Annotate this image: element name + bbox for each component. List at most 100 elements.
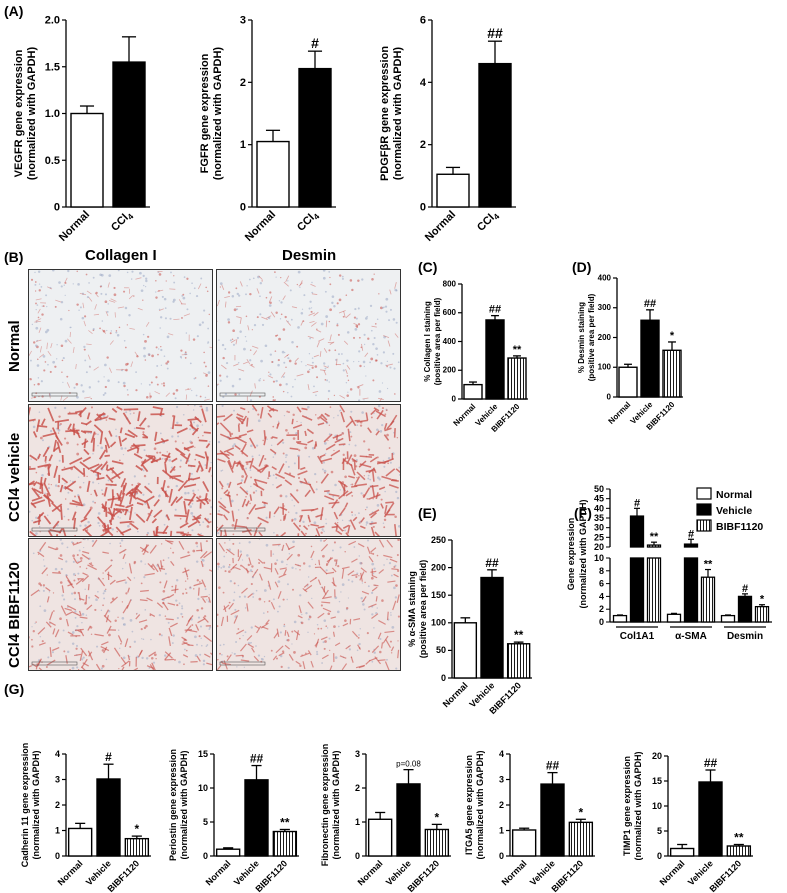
chart-C: 0200400600800Normal##Vehicle**BIBF1120% … bbox=[423, 279, 528, 434]
bar bbox=[436, 173, 470, 208]
significance-label: ## bbox=[644, 298, 656, 310]
bar bbox=[70, 112, 104, 208]
chart-G2: 051015Normal##Vehicle**BIBF1120Periostin… bbox=[168, 749, 299, 893]
bar bbox=[511, 829, 537, 857]
y-tick-label: 2 bbox=[599, 604, 604, 614]
significance-label: * bbox=[134, 822, 139, 836]
bar bbox=[507, 357, 527, 400]
x-tick-label: Normal bbox=[658, 858, 687, 887]
y-axis-label-2: (positive area per field) bbox=[418, 560, 428, 659]
bar bbox=[478, 62, 512, 208]
bar bbox=[67, 827, 93, 857]
micrograph-normal-desmin bbox=[216, 269, 401, 402]
bar bbox=[568, 821, 594, 857]
y-axis-label-2: (normalized with GAPDH) bbox=[31, 750, 41, 859]
y-tick-label: 40 bbox=[594, 503, 604, 513]
panel-label-D: (D) bbox=[572, 259, 591, 275]
y-tick-label: 1 bbox=[355, 817, 360, 827]
bar bbox=[506, 643, 531, 679]
y-tick-label: 0 bbox=[452, 394, 457, 403]
micrograph-bibf-desmin bbox=[216, 538, 401, 671]
y-axis-label: TIMP1 gene expression bbox=[622, 756, 632, 856]
x-group-label: Col1A1 bbox=[620, 631, 655, 642]
x-tick-label: Normal bbox=[500, 858, 529, 887]
chart-A3: 0 2 4 6 Normal ## CCl4 PDGFβR gene expression (n… bbox=[379, 15, 516, 244]
y-tick-label: 4 bbox=[55, 749, 60, 759]
x-tick-label: Normal bbox=[56, 858, 85, 887]
significance-label: # bbox=[311, 35, 319, 51]
y-tick-label: 4 bbox=[420, 77, 427, 89]
significance-label: * bbox=[578, 805, 583, 819]
micrograph-texture bbox=[29, 539, 212, 670]
y-axis-label-2: (normalized with GAPDH) bbox=[331, 750, 341, 859]
y-tick-label: 30 bbox=[594, 523, 604, 533]
y-axis-label: Periostin gene expression bbox=[168, 749, 178, 861]
y-tick-label: 0 bbox=[355, 851, 360, 861]
bar bbox=[669, 847, 695, 857]
y-tick-label: 0 bbox=[55, 851, 60, 861]
y-tick-label: 0 bbox=[607, 392, 612, 401]
bar bbox=[463, 383, 483, 400]
y-tick-label: 150 bbox=[431, 590, 446, 600]
y-tick-label: 3 bbox=[55, 774, 60, 784]
y-tick-label: 100 bbox=[598, 363, 612, 372]
micrograph-texture bbox=[29, 405, 212, 536]
x-tick-label: Normal bbox=[356, 858, 385, 887]
chart-A2: 0 1 2 3 Normal # CCl4 FGFR gene expression (norm… bbox=[199, 15, 336, 244]
y-tick-label: 400 bbox=[443, 337, 457, 346]
y-tick-label: 3 bbox=[499, 774, 504, 784]
bar bbox=[662, 349, 682, 398]
y-tick-label: 6 bbox=[599, 579, 604, 589]
y-tick-label: 20 bbox=[652, 751, 662, 761]
y-axis-label: % Desmin staining bbox=[577, 302, 586, 373]
y-tick-label: 1 bbox=[240, 139, 246, 151]
y-tick-label: 6 bbox=[420, 15, 426, 27]
bar bbox=[424, 828, 450, 857]
panel-label-B: (B) bbox=[4, 249, 23, 265]
x-tick-label-sub: 4 bbox=[126, 212, 136, 222]
legend-swatch bbox=[696, 503, 712, 516]
y-tick-label: 0 bbox=[441, 673, 446, 683]
bar bbox=[540, 783, 565, 857]
bar bbox=[215, 848, 241, 857]
y-tick-label: 2 bbox=[240, 77, 246, 89]
y-axis-label: Cadherin 11 gene expression bbox=[20, 743, 30, 868]
bar bbox=[485, 319, 505, 400]
bar bbox=[244, 779, 269, 857]
y-tick-label: 200 bbox=[431, 562, 446, 572]
y-tick-label: 25 bbox=[594, 532, 604, 542]
x-tick-label-sub: 4 bbox=[312, 212, 322, 222]
significance-label: ** bbox=[650, 531, 659, 543]
y-tick-label: 10 bbox=[652, 801, 662, 811]
y-tick-label: 45 bbox=[594, 494, 604, 504]
panel-label-G: (G) bbox=[4, 681, 24, 697]
y-axis-label: Gene expression bbox=[566, 518, 576, 591]
y-tick-label: 400 bbox=[598, 273, 612, 282]
significance-label: ** bbox=[513, 344, 522, 356]
y-axis-label-2: (normalized with GAPDH) bbox=[578, 499, 588, 608]
y-tick-label: 0 bbox=[203, 851, 208, 861]
y-axis-label: % Collagen I staining bbox=[423, 301, 432, 382]
x-tick-label-sub: 4 bbox=[492, 212, 502, 222]
significance-label: # bbox=[105, 750, 112, 764]
bar bbox=[629, 515, 645, 548]
y-axis-label-2: (normalized with GAPDH) bbox=[633, 751, 643, 860]
significance-label: ## bbox=[250, 752, 264, 766]
y-tick-label: 5 bbox=[657, 826, 662, 836]
y-tick-label: 50 bbox=[594, 484, 604, 494]
y-axis-label-2: (normalized with GAPDH) bbox=[475, 750, 485, 859]
y-axis-label: Fibronectin gene expression bbox=[320, 744, 330, 867]
header-desmin: Desmin bbox=[282, 247, 337, 264]
bar bbox=[256, 140, 290, 208]
y-tick-label: 20 bbox=[594, 542, 604, 552]
panel-label-C: (C) bbox=[418, 259, 437, 275]
y-tick-label: 1.5 bbox=[45, 61, 60, 73]
bar bbox=[737, 595, 753, 623]
y-tick-label: 1 bbox=[55, 825, 60, 835]
y-tick-label: 10 bbox=[198, 783, 208, 793]
y-tick-label: 0 bbox=[499, 851, 504, 861]
y-tick-label: 3 bbox=[355, 749, 360, 759]
y-tick-label: 1.0 bbox=[45, 108, 60, 120]
